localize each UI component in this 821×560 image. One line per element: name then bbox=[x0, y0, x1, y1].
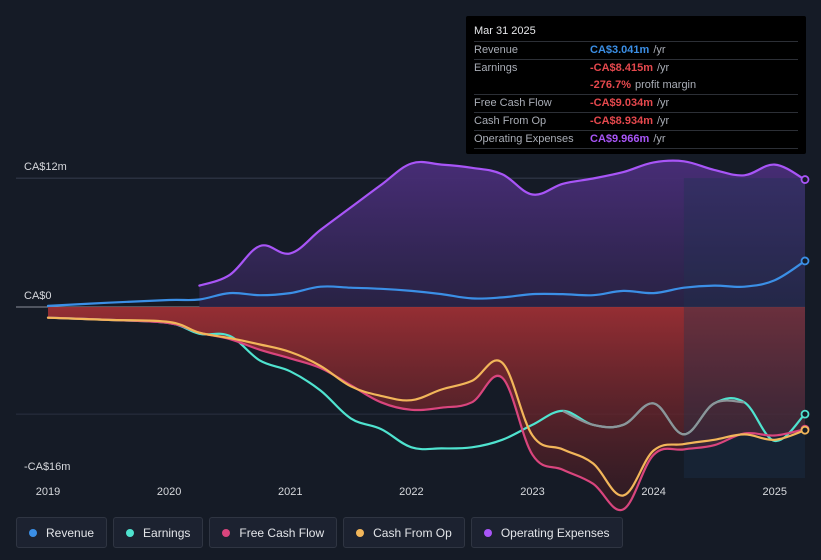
opex-area bbox=[199, 160, 805, 307]
operating-expenses-line bbox=[198, 159, 807, 287]
y-tick-label: CA$0 bbox=[24, 290, 52, 302]
legend-item-earnings[interactable]: Earnings bbox=[113, 517, 204, 548]
x-tick-label: 2020 bbox=[157, 486, 181, 498]
recent-period-shade bbox=[683, 178, 805, 478]
tooltip-value: CA$9.966m bbox=[590, 133, 650, 145]
legend-item-revenue[interactable]: Revenue bbox=[16, 517, 108, 548]
legend-dot-icon bbox=[483, 528, 492, 537]
tooltip-row: Cash From Op -CA$8.934m/yr bbox=[474, 113, 798, 131]
tooltip-value: -CA$9.034m bbox=[590, 97, 653, 109]
legend-item-cash-from-op[interactable]: Cash From Op bbox=[343, 517, 465, 548]
legend-item-free-cash-flow[interactable]: Free Cash Flow bbox=[209, 517, 338, 548]
series-lines bbox=[46, 159, 807, 512]
tooltip-value: -CA$8.415m bbox=[590, 62, 653, 74]
y-tick-label: -CA$16m bbox=[24, 461, 70, 473]
legend-label: Revenue bbox=[46, 525, 95, 540]
tooltip-label: Earnings bbox=[474, 62, 518, 74]
y-axis-labels: CA$12m CA$0 -CA$16m bbox=[24, 161, 70, 473]
x-tick-label: 2024 bbox=[641, 486, 665, 498]
cash-from-op-line bbox=[46, 316, 807, 497]
tooltip-value: -276.7% bbox=[590, 79, 631, 91]
tooltip-label: Free Cash Flow bbox=[474, 97, 552, 109]
legend-dot-icon bbox=[126, 528, 135, 537]
earnings-line-highlight bbox=[562, 399, 745, 436]
legend-dot-icon bbox=[222, 528, 231, 537]
legend-item-operating-expenses[interactable]: Operating Expenses bbox=[470, 517, 623, 548]
tooltip-row: Earnings -CA$8.415m/yr bbox=[474, 60, 798, 77]
revenue-line bbox=[46, 259, 807, 307]
legend-label: Earnings bbox=[143, 525, 191, 540]
tooltip-unit: /yr bbox=[656, 115, 670, 127]
tooltip-row: Free Cash Flow -CA$9.034m/yr bbox=[474, 95, 798, 113]
tooltip-label: Operating Expenses bbox=[474, 133, 574, 145]
x-tick-label: 2019 bbox=[36, 486, 60, 498]
tooltip-row: Revenue CA$3.041m/yr bbox=[474, 42, 798, 60]
earnings-endpoint bbox=[800, 409, 810, 419]
tooltip-date: Mar 31 2025 bbox=[474, 23, 798, 42]
tooltip-value: -CA$8.934m bbox=[590, 115, 653, 127]
tooltip-unit: /yr bbox=[656, 97, 670, 109]
series-endpoints bbox=[800, 175, 810, 435]
legend-dot-icon bbox=[29, 528, 37, 537]
x-tick-label: 2022 bbox=[399, 486, 423, 498]
tooltip-label: Revenue bbox=[474, 44, 519, 56]
tooltip-panel: Mar 31 2025 Revenue CA$3.041m/yr Earnings -… bbox=[466, 16, 806, 154]
x-tick-label: 2025 bbox=[762, 486, 786, 498]
tooltip-row: -276.7% profit margin bbox=[474, 77, 798, 95]
legend-label: Cash From Op bbox=[373, 525, 452, 540]
tooltip-unit: /yr bbox=[653, 44, 666, 56]
tooltip-unit: /yr bbox=[653, 133, 666, 145]
x-tick-label: 2023 bbox=[520, 486, 544, 498]
tooltip-row: Operating Expenses CA$9.966m/yr bbox=[474, 131, 798, 149]
legend: Revenue Earnings Free Cash Flow Cash From O… bbox=[16, 517, 623, 548]
revenue-endpoint bbox=[800, 256, 810, 266]
legend-dot-icon bbox=[356, 528, 365, 537]
tooltip-label bbox=[474, 77, 590, 94]
tooltip-unit: /yr bbox=[656, 62, 670, 74]
tooltip-unit: profit margin bbox=[634, 79, 697, 91]
legend-label: Operating Expenses bbox=[500, 525, 610, 540]
legend-label: Free Cash Flow bbox=[239, 525, 325, 540]
x-axis-labels: 2019 2020 2021 2022 2023 2024 2025 bbox=[36, 486, 787, 498]
y-tick-label: CA$12m bbox=[24, 161, 67, 173]
operating-expenses-endpoint bbox=[800, 175, 810, 184]
x-tick-label: 2021 bbox=[278, 486, 302, 498]
cash-from-op-endpoint bbox=[800, 425, 810, 435]
tooltip-value: CA$3.041m bbox=[590, 44, 650, 56]
tooltip-label: Cash From Op bbox=[474, 115, 547, 127]
